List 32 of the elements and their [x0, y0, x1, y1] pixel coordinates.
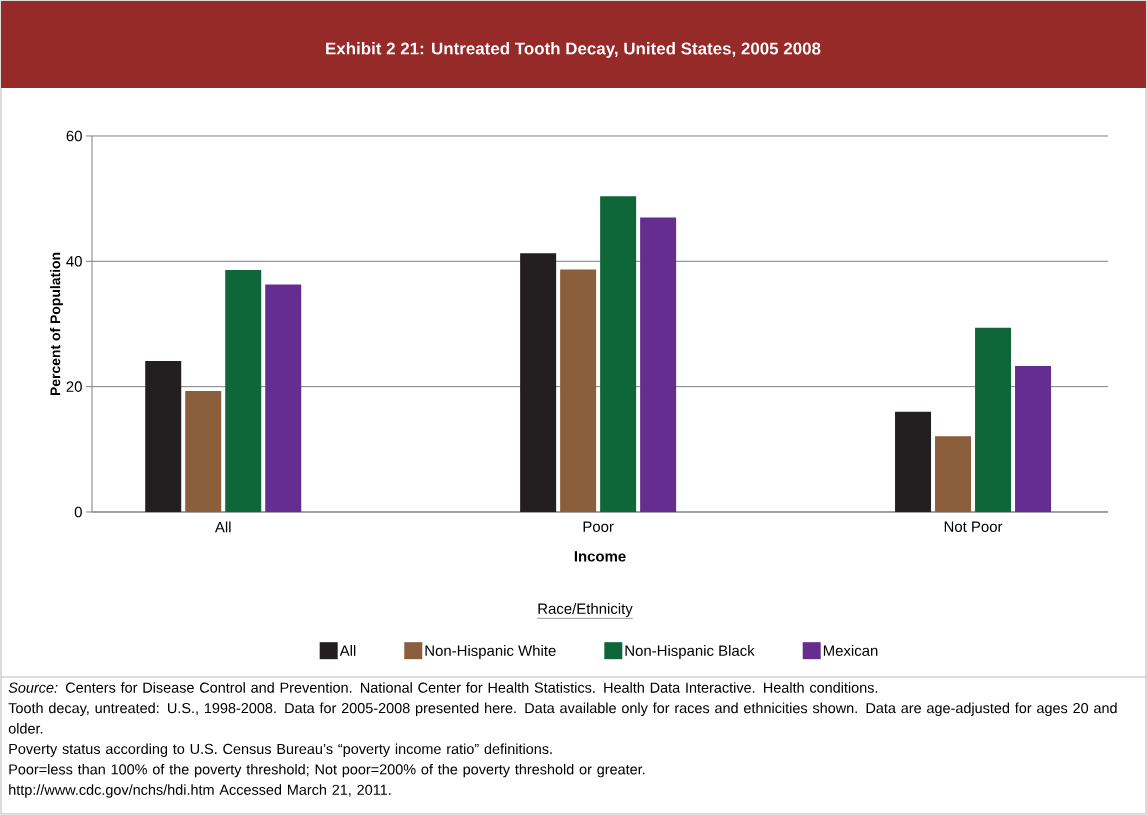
chart-title: Exhibit 2 21: Untreated Tooth Decay, United States, 2005 2008 [326, 42, 821, 58]
text: Poor=less than 100% of the poverty threshold; Not poor=200% of the poverty threshold or greater. [9, 763, 645, 778]
bar [185, 391, 222, 512]
x-tick-label: Not Poor [944, 521, 1003, 532]
legend-label: Non-Hispanic White [425, 645, 556, 659]
x-tick-label: All [214, 521, 231, 533]
x-axis-title: Income [574, 551, 626, 562]
text: Tooth decay, untreated: U.S., 1998-2008. Data for 2005-2008 presented here. Data available only for races and ethnicities shown. Data are age-adjusted for ages 20 and older. [8, 702, 1117, 734]
legend-label: Non-Hispanic Black [625, 645, 755, 659]
y-axis-title: Percent of Population [50, 252, 64, 396]
bar [560, 269, 597, 512]
bar [895, 411, 932, 512]
text: Poverty status according to U.S. Census Bureau’s “poverty income ratio” definitions. [9, 743, 552, 757]
legend-title: Race/Ethnicity [538, 603, 633, 617]
y-tick-label: 60 [66, 130, 82, 142]
y-tick-label: 0 [74, 506, 82, 518]
bar [935, 436, 972, 512]
legend-label: All [339, 645, 356, 656]
bar [265, 284, 302, 512]
bar [975, 327, 1012, 512]
bar [1015, 365, 1052, 512]
bar [520, 253, 557, 512]
x-tick-label: Poor [583, 521, 614, 532]
y-tick-label: 40 [66, 256, 82, 267]
text: http://www.cdc.gov/nchs/hdi.htm Accessed March 21, 2011. [9, 784, 391, 798]
bar [640, 217, 677, 512]
legend-label: Mexican [823, 645, 878, 656]
bar [225, 270, 262, 512]
text: Source: Centers for Disease Control and Prevention. National Center for Health Statistics. Health Data Interactive. Health conditions. [8, 682, 878, 693]
bar [145, 360, 182, 512]
y-tick-label: 20 [66, 381, 82, 392]
bar [600, 196, 637, 512]
